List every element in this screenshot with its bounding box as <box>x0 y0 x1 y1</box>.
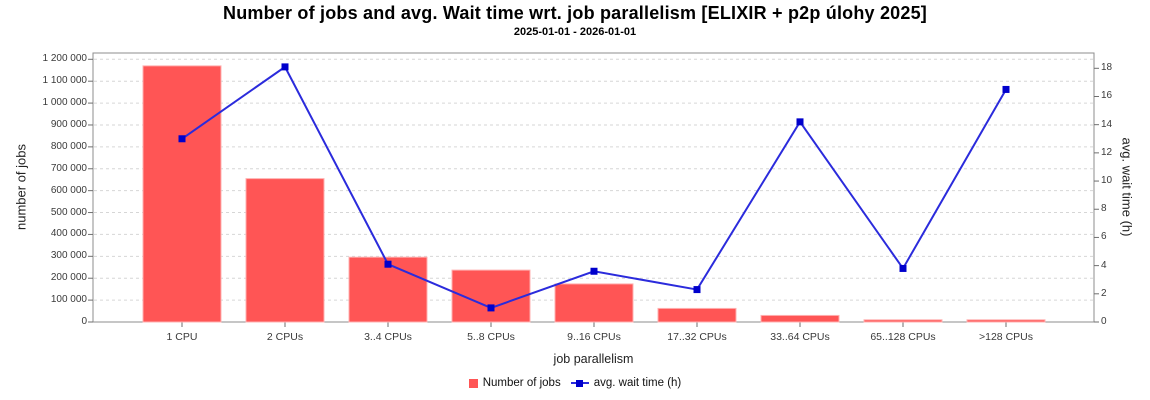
wait-time-marker-9 <box>1002 85 1010 93</box>
bar-3 <box>348 256 428 323</box>
right-axis-tick-label: 12 <box>1101 146 1113 158</box>
wait-time-marker-5 <box>590 267 598 275</box>
chart-subtitle: 2025-01-01 - 2026-01-01 <box>513 26 637 38</box>
line-series-swatch-icon <box>570 379 589 388</box>
bar-7 <box>760 314 840 323</box>
left-axis-tick-label: 100 000 <box>50 294 87 306</box>
left-axis-tick-label: 900 000 <box>50 118 87 130</box>
x-axis-title: job parallelism <box>553 352 634 366</box>
wait-time-marker-2 <box>281 63 289 71</box>
left-axis-tick-label: 1 000 000 <box>42 97 88 109</box>
plot-border <box>92 52 1095 323</box>
left-axis-tick-label: 1 200 000 <box>42 53 88 65</box>
right-axis-tick-label: 6 <box>1101 231 1107 243</box>
left-axis-tick-label: 600 000 <box>50 184 87 196</box>
left-axis-tick-label: 300 000 <box>50 250 87 262</box>
legend-item-avg-wait-time: avg. wait time (h) <box>570 377 682 389</box>
wait-time-marker-1 <box>178 135 186 143</box>
left-axis-tick-label: 400 000 <box>50 228 87 240</box>
right-axis-tick-label: 14 <box>1101 118 1113 130</box>
chart-title: Number of jobs and avg. Wait time wrt. j… <box>223 3 927 23</box>
category-label: >128 CPUs <box>979 331 1033 343</box>
legend-label-avg-wait-time: avg. wait time (h) <box>593 377 682 389</box>
bar-8 <box>863 319 943 323</box>
legend-label-number-of-jobs: Number of jobs <box>482 377 561 389</box>
category-label: 2 CPUs <box>266 331 304 343</box>
bar-5 <box>554 283 634 323</box>
y-axis-left-title: number of jobs <box>13 144 29 230</box>
right-axis-tick-label: 16 <box>1101 90 1113 102</box>
wait-time-marker-3 <box>384 260 392 268</box>
right-axis-tick-label: 18 <box>1101 62 1113 74</box>
right-axis-tick-label: 2 <box>1101 287 1107 299</box>
left-axis-tick-label: 500 000 <box>50 206 87 218</box>
category-label: 3..4 CPUs <box>364 331 412 343</box>
category-label: 5..8 CPUs <box>467 331 515 343</box>
bar-2 <box>245 178 325 323</box>
line-swatch-marker <box>576 379 584 387</box>
bar-9 <box>966 319 1046 323</box>
legend: Number of jobs avg. wait time (h) <box>0 377 1150 389</box>
left-axis-tick-label: 0 <box>81 316 87 327</box>
legend-item-number-of-jobs: Number of jobs <box>468 377 561 389</box>
category-label: 17..32 CPUs <box>667 331 727 343</box>
category-label: 1 CPU <box>166 331 198 343</box>
wait-time-marker-6 <box>693 286 701 294</box>
wait-time-marker-8 <box>899 264 907 272</box>
right-axis-tick-label: 8 <box>1101 203 1107 215</box>
left-axis-tick-label: 700 000 <box>50 162 87 174</box>
right-axis-tick-label: 0 <box>1101 316 1107 327</box>
wait-time-marker-7 <box>796 118 804 126</box>
y-axis-right-title: avg. wait time (h) <box>1119 137 1135 237</box>
right-axis-tick-label: 10 <box>1101 175 1113 187</box>
bar-1 <box>142 65 222 323</box>
category-label: 33..64 CPUs <box>770 331 830 343</box>
bar-6 <box>657 307 737 323</box>
category-label: 65..128 CPUs <box>870 331 936 343</box>
bar-series-swatch-icon <box>468 378 478 388</box>
left-axis-tick-label: 800 000 <box>50 140 87 152</box>
wait-time-marker-4 <box>487 304 495 312</box>
category-label: 9..16 CPUs <box>567 331 621 343</box>
left-axis-tick-label: 1 100 000 <box>42 75 88 87</box>
left-axis-tick-label: 200 000 <box>50 272 87 284</box>
right-axis-tick-label: 4 <box>1101 259 1107 271</box>
